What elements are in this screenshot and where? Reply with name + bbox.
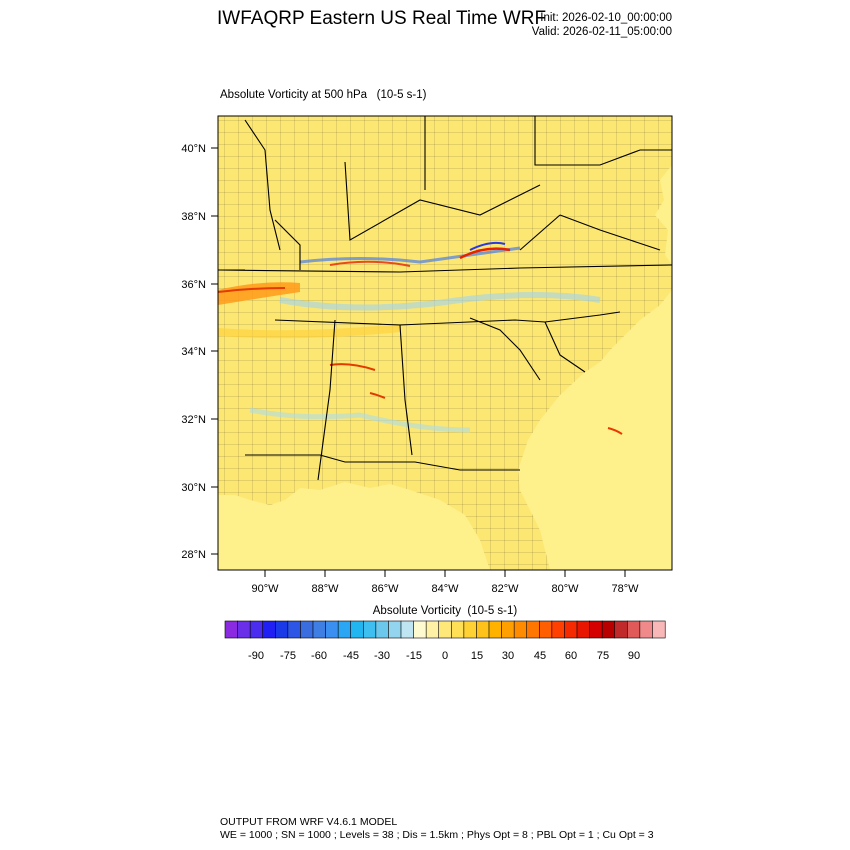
colorbar-swatch: [652, 620, 666, 639]
colorbar-swatch: [551, 620, 565, 639]
lat-label: 30°N: [181, 482, 206, 494]
colorbar-tick-label: -30: [374, 650, 390, 662]
county-boundaries: [218, 116, 672, 570]
vorticity-streak-red-4: [329, 363, 376, 371]
lat-labels: 40°N 38°N 36°N 34°N 32°N 30°N 28°N: [181, 143, 206, 561]
colorbar-swatch: [564, 620, 578, 639]
colorbar-swatch: [237, 620, 251, 639]
colorbar-swatch: [388, 620, 402, 639]
lon-label: 80°W: [551, 583, 579, 595]
colorbar-tick-label: -60: [311, 650, 327, 662]
vorticity-streak-blue: [469, 241, 506, 251]
colorbar-swatch: [337, 620, 352, 639]
colorbar-swatch: [476, 620, 490, 639]
state-boundaries: [218, 116, 672, 481]
lat-label: 34°N: [181, 346, 206, 358]
vorticity-min-ky: [299, 246, 521, 264]
valid-time: Valid: 2026-02-11_05:00:00: [531, 26, 672, 38]
colorbar-labels: -90 -75 -60 -45 -30 -15 0 15 30 45 60 75…: [248, 650, 640, 662]
colorbar-tick-label: 60: [565, 650, 577, 662]
map-title: IWFAQRP Eastern US Real Time WRF: [217, 8, 547, 29]
colorbar-swatch: [576, 620, 591, 639]
colorbar-swatch: [300, 620, 314, 639]
colorbar-swatch: [325, 620, 339, 639]
lat-label: 38°N: [181, 211, 206, 223]
init-time: Init: 2026-02-10_00:00:00: [540, 12, 672, 24]
colorbar-swatch: [450, 620, 465, 639]
map-panel: [218, 116, 672, 570]
vorticity-min-band-south: [249, 407, 471, 433]
lon-label: 88°W: [311, 583, 339, 595]
colorbar-swatch: [224, 620, 239, 639]
vorticity-streak-red-3: [459, 247, 511, 260]
colorbar-tick-label: 90: [628, 650, 640, 662]
colorbar-swatch: [425, 620, 440, 639]
colorbar-tick-label: 75: [597, 650, 609, 662]
lon-label: 78°W: [611, 583, 639, 595]
vorticity-streak-red-1: [218, 287, 286, 293]
lon-ticks: [264, 570, 626, 577]
lon-label: 82°W: [491, 583, 519, 595]
colorbar-tick-label: -45: [343, 650, 359, 662]
colorbar-swatch: [438, 620, 452, 639]
colorbar-swatch: [589, 620, 603, 639]
lat-label: 36°N: [181, 279, 206, 291]
vorticity-streak-red-5: [369, 392, 386, 399]
lat-label: 32°N: [181, 414, 206, 426]
colorbar-swatch: [538, 620, 553, 639]
colorbar-tick-label: -90: [248, 650, 264, 662]
colorbar-swatch: [375, 620, 389, 639]
vorticity-streak-red-6: [607, 427, 623, 435]
colorbar-swatch: [249, 620, 264, 639]
colorbar-swatch: [262, 620, 276, 639]
colorbar-swatch: [639, 620, 653, 639]
colorbar-swatch: [274, 620, 289, 639]
footer-config-line: WE = 1000 ; SN = 1000 ; Levels = 38 ; Di…: [220, 829, 654, 841]
colorbar-swatch: [513, 620, 528, 639]
colorbar-tick-label: 30: [502, 650, 514, 662]
lon-labels: 90°W 88°W 86°W 84°W 82°W 80°W 78°W: [251, 583, 639, 595]
lat-label: 28°N: [181, 549, 206, 561]
vorticity-streak-red-2: [329, 260, 411, 267]
colorbar-tick-label: 0: [442, 650, 448, 662]
lon-label: 90°W: [251, 583, 279, 595]
colorbar-swatch: [463, 620, 477, 639]
colorbar-swatch: [501, 620, 515, 639]
colorbar-swatch: [312, 620, 327, 639]
colorbar-swatch: [526, 620, 540, 639]
colorbar-swatch: [614, 620, 628, 639]
colorbar-tick-label: -75: [280, 650, 296, 662]
colorbar-tick-label: 45: [534, 650, 546, 662]
colorbar: [224, 620, 666, 639]
field-subtitle: Absolute Vorticity at 500 hPa (10-5 s-1): [220, 89, 427, 101]
lat-label: 40°N: [181, 143, 206, 155]
vorticity-min-band: [279, 292, 601, 311]
colorbar-swatch: [413, 620, 427, 639]
colorbar-tick-label: -15: [406, 650, 422, 662]
footer-model-line: OUTPUT FROM WRF V4.6.1 MODEL: [220, 816, 398, 828]
colorbar-swatch: [601, 620, 616, 639]
lat-ticks: [211, 147, 218, 555]
colorbar-swatch: [287, 620, 301, 639]
colorbar-tick-label: 15: [471, 650, 483, 662]
vorticity-band-yellow: [218, 324, 401, 339]
lon-label: 86°W: [371, 583, 399, 595]
colorbar-swatch: [400, 620, 415, 639]
colorbar-swatch: [626, 620, 641, 639]
colorbar-swatch: [362, 620, 377, 639]
colorbar-swatch: [488, 620, 503, 639]
colorbar-swatch: [350, 620, 364, 639]
colorbar-title: Absolute Vorticity (10-5 s-1): [372, 605, 518, 617]
lon-label: 84°W: [431, 583, 459, 595]
